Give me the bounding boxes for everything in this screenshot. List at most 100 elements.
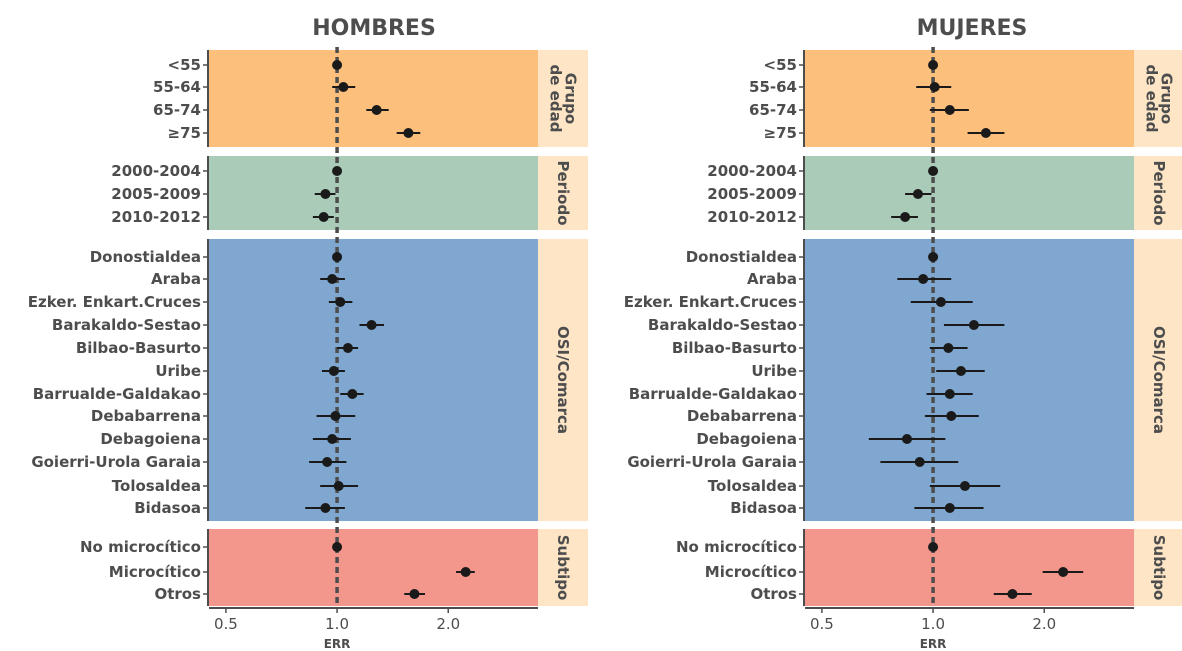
y-tick-label-hombres: Bidasoa — [134, 499, 201, 517]
point-estimate-mujeres — [928, 542, 939, 552]
point-estimate-hombres — [320, 503, 331, 513]
point-estimate-hombres — [327, 434, 338, 444]
point-estimate-hombres — [333, 481, 344, 491]
point-estimate-hombres — [322, 457, 333, 467]
y-tick-label-mujeres: 2005-2009 — [707, 185, 797, 203]
y-tick-label-mujeres: Barakaldo-Sestao — [648, 316, 797, 334]
point-estimate-mujeres — [928, 252, 939, 262]
point-estimate-mujeres — [946, 411, 957, 421]
y-tick-label-mujeres: No microcítico — [676, 538, 797, 556]
facet-strip-label-hombres-0: Grupode edad — [547, 65, 580, 133]
y-tick-label-mujeres: Microcítico — [705, 563, 797, 581]
facet-background-mujeres-1 — [805, 156, 1134, 230]
x-tick-label-hombres: 1.0 — [325, 615, 349, 633]
y-tick-label-hombres: Bilbao-Basurto — [76, 339, 201, 357]
facet-strip-mujeres-0 — [1134, 50, 1182, 147]
facet-background-hombres-2 — [209, 239, 538, 521]
point-estimate-hombres — [332, 252, 343, 262]
facet-background-mujeres-0 — [805, 50, 1134, 147]
point-estimate-hombres — [332, 542, 343, 552]
y-tick-label-hombres: 2010-2012 — [111, 208, 201, 226]
y-tick-label-mujeres: ≥75 — [764, 124, 797, 142]
x-axis-title-hombres: ERR — [324, 637, 351, 651]
y-tick-label-hombres: Uribe — [155, 362, 201, 380]
point-estimate-mujeres — [955, 366, 966, 376]
point-estimate-mujeres — [918, 274, 929, 284]
x-tick-label-hombres: 0.5 — [214, 615, 238, 633]
x-tick-label-mujeres: 0.5 — [810, 615, 834, 633]
y-tick-label-hombres: Debabarrena — [91, 407, 201, 425]
point-estimate-mujeres — [943, 343, 954, 353]
point-estimate-hombres — [327, 274, 338, 284]
y-tick-label-mujeres: 55-64 — [749, 78, 797, 96]
point-estimate-hombres — [460, 567, 471, 577]
point-estimate-mujeres — [928, 60, 939, 70]
point-estimate-mujeres — [912, 189, 923, 199]
y-tick-label-mujeres: <55 — [764, 56, 797, 74]
point-estimate-hombres — [332, 166, 343, 176]
y-tick-label-mujeres: Donostialdea — [686, 248, 797, 266]
y-tick-label-hombres: Tolosaldea — [112, 477, 201, 495]
point-estimate-mujeres — [900, 212, 911, 222]
point-estimate-hombres — [335, 297, 346, 307]
y-tick-label-hombres: 2005-2009 — [111, 185, 201, 203]
point-estimate-hombres — [409, 589, 420, 599]
point-estimate-mujeres — [935, 297, 946, 307]
y-tick-label-mujeres: Barrualde-Galdakao — [629, 385, 797, 403]
y-tick-label-hombres: Ezker. Enkart.Cruces — [28, 293, 201, 311]
facet-strip-label-hombres-1: Periodo — [554, 160, 572, 225]
point-estimate-hombres — [318, 212, 329, 222]
y-tick-label-mujeres: Bilbao-Basurto — [672, 339, 797, 357]
point-estimate-hombres — [330, 411, 341, 421]
panel-title-mujeres: MUJERES — [917, 16, 1028, 41]
y-tick-label-hombres: 65-74 — [153, 101, 201, 119]
point-estimate-hombres — [403, 128, 414, 138]
y-tick-label-hombres: <55 — [168, 56, 201, 74]
x-tick-label-mujeres: 2.0 — [1032, 615, 1056, 633]
y-tick-label-hombres: Debagoiena — [100, 430, 201, 448]
y-tick-label-hombres: Araba — [151, 270, 201, 288]
point-estimate-hombres — [332, 60, 343, 70]
facet-strip-label-mujeres-3: Subtipo — [1150, 535, 1168, 601]
facet-strip-label-hombres-2: OSI/Comarca — [554, 326, 572, 434]
point-estimate-mujeres — [944, 389, 955, 399]
point-estimate-hombres — [371, 105, 382, 115]
y-tick-label-mujeres: Uribe — [751, 362, 797, 380]
y-tick-label-mujeres: 65-74 — [749, 101, 797, 119]
y-tick-label-mujeres: Otros — [750, 585, 797, 603]
point-estimate-mujeres — [928, 166, 939, 176]
point-estimate-mujeres — [902, 434, 913, 444]
point-estimate-hombres — [338, 82, 349, 92]
y-tick-label-hombres: Donostialdea — [90, 248, 201, 266]
y-tick-label-hombres: Barrualde-Galdakao — [33, 385, 201, 403]
facet-background-mujeres-2 — [805, 239, 1134, 521]
panel-title-hombres: HOMBRES — [312, 16, 436, 41]
y-tick-label-mujeres: 2010-2012 — [707, 208, 797, 226]
y-tick-label-hombres: 2000-2004 — [111, 162, 201, 180]
point-estimate-mujeres — [1007, 589, 1018, 599]
facet-strip-label-mujeres-0: Grupode edad — [1143, 65, 1176, 133]
y-tick-label-mujeres: Debagoiena — [696, 430, 797, 448]
facet-strip-hombres-3 — [538, 529, 588, 606]
y-tick-label-mujeres: Ezker. Enkart.Cruces — [624, 293, 797, 311]
y-tick-label-hombres: ≥75 — [168, 124, 201, 142]
facet-strip-label-mujeres-2: OSI/Comarca — [1150, 326, 1168, 434]
point-estimate-mujeres — [968, 320, 979, 330]
y-tick-label-mujeres: Debabarrena — [687, 407, 797, 425]
facet-strip-label-hombres-3: Subtipo — [554, 535, 572, 601]
facet-background-mujeres-3 — [805, 529, 1134, 606]
point-estimate-mujeres — [980, 128, 991, 138]
y-tick-label-hombres: Barakaldo-Sestao — [52, 316, 201, 334]
x-tick-label-hombres: 2.0 — [436, 615, 460, 633]
x-axis-title-mujeres: ERR — [920, 637, 947, 651]
point-estimate-hombres — [347, 389, 358, 399]
point-estimate-mujeres — [944, 503, 955, 513]
y-tick-label-hombres: Goierri-Urola Garaia — [31, 453, 201, 471]
y-tick-label-hombres: Microcítico — [109, 563, 201, 581]
point-estimate-mujeres — [959, 481, 970, 491]
point-estimate-hombres — [366, 320, 377, 330]
point-estimate-hombres — [342, 343, 353, 353]
facet-strip-label-mujeres-1: Periodo — [1150, 160, 1168, 225]
facet-background-hombres-3 — [209, 529, 538, 606]
facet-strip-mujeres-2 — [1134, 239, 1182, 521]
